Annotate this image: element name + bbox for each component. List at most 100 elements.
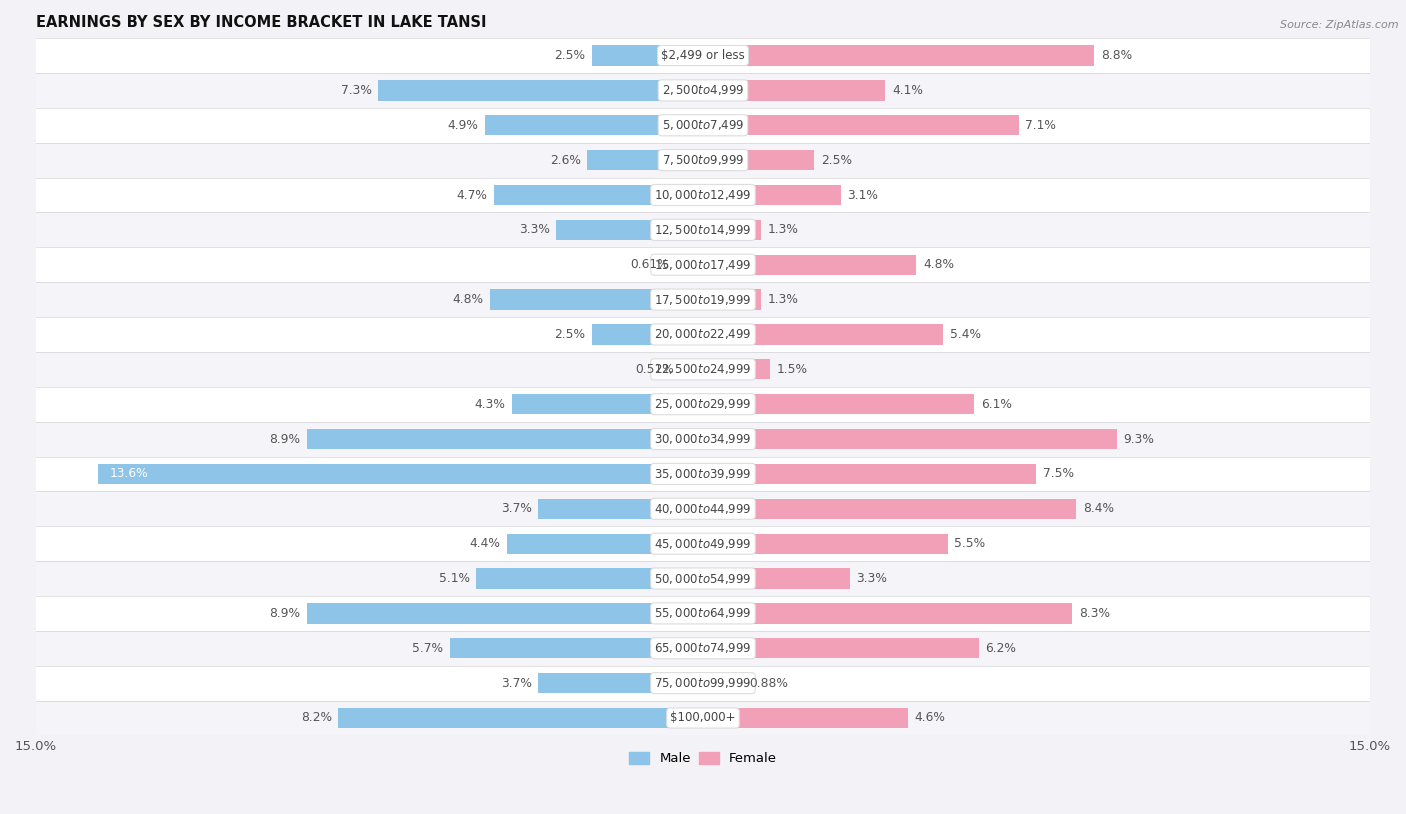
Bar <box>703 220 761 240</box>
Text: $100,000+: $100,000+ <box>671 711 735 724</box>
Bar <box>703 324 943 344</box>
Text: 0.61%: 0.61% <box>630 258 669 271</box>
Bar <box>703 673 742 694</box>
Text: $10,000 to $12,499: $10,000 to $12,499 <box>654 188 752 202</box>
Text: $40,000 to $44,999: $40,000 to $44,999 <box>654 501 752 516</box>
Bar <box>37 142 1369 177</box>
Bar <box>308 603 703 624</box>
Text: 4.8%: 4.8% <box>924 258 955 271</box>
Text: 7.5%: 7.5% <box>1043 467 1074 480</box>
Bar <box>37 38 1369 73</box>
Bar <box>703 638 979 659</box>
Text: 8.9%: 8.9% <box>270 432 301 445</box>
Bar <box>37 561 1369 596</box>
Bar <box>489 290 703 309</box>
Text: 7.3%: 7.3% <box>340 84 371 97</box>
Text: Source: ZipAtlas.com: Source: ZipAtlas.com <box>1281 20 1399 30</box>
Text: 3.7%: 3.7% <box>501 676 531 689</box>
Bar <box>485 115 703 135</box>
Bar <box>37 422 1369 457</box>
Bar <box>450 638 703 659</box>
Text: 5.4%: 5.4% <box>950 328 981 341</box>
Text: 5.5%: 5.5% <box>955 537 986 550</box>
Text: 1.3%: 1.3% <box>768 223 799 236</box>
Text: $7,500 to $9,999: $7,500 to $9,999 <box>662 153 744 167</box>
Bar <box>477 568 703 589</box>
Text: 7.1%: 7.1% <box>1025 119 1056 132</box>
Bar <box>37 666 1369 701</box>
Text: $45,000 to $49,999: $45,000 to $49,999 <box>654 536 752 550</box>
Text: 4.3%: 4.3% <box>474 398 505 411</box>
Bar <box>37 387 1369 422</box>
Text: 0.51%: 0.51% <box>636 363 673 376</box>
Bar <box>592 46 703 66</box>
Bar <box>37 457 1369 492</box>
Bar <box>37 526 1369 561</box>
Text: $22,500 to $24,999: $22,500 to $24,999 <box>654 362 752 376</box>
Bar <box>703 359 769 379</box>
Bar <box>557 220 703 240</box>
Bar <box>703 603 1071 624</box>
Text: 1.3%: 1.3% <box>768 293 799 306</box>
Bar <box>37 701 1369 735</box>
Bar <box>508 533 703 554</box>
Text: 4.7%: 4.7% <box>457 189 488 202</box>
Text: $25,000 to $29,999: $25,000 to $29,999 <box>654 397 752 411</box>
Bar <box>37 212 1369 247</box>
Text: 4.8%: 4.8% <box>451 293 482 306</box>
Bar <box>703 464 1036 484</box>
Bar <box>37 282 1369 317</box>
Text: 4.4%: 4.4% <box>470 537 501 550</box>
Bar <box>592 324 703 344</box>
Bar <box>37 73 1369 107</box>
Bar <box>703 533 948 554</box>
Bar <box>378 81 703 100</box>
Text: 3.1%: 3.1% <box>848 189 879 202</box>
Bar <box>37 247 1369 282</box>
Text: 5.7%: 5.7% <box>412 641 443 654</box>
Text: 8.3%: 8.3% <box>1078 607 1109 620</box>
Bar <box>703 185 841 205</box>
Bar <box>308 429 703 449</box>
Bar <box>681 359 703 379</box>
Text: 5.1%: 5.1% <box>439 572 470 585</box>
Text: 9.3%: 9.3% <box>1123 432 1154 445</box>
Bar <box>703 290 761 309</box>
Legend: Male, Female: Male, Female <box>624 746 782 771</box>
Text: 0.88%: 0.88% <box>749 676 787 689</box>
Bar <box>703 255 917 275</box>
Text: $20,000 to $22,499: $20,000 to $22,499 <box>654 327 752 341</box>
Bar <box>494 185 703 205</box>
Bar <box>676 255 703 275</box>
Text: $17,500 to $19,999: $17,500 to $19,999 <box>654 292 752 307</box>
Text: 3.7%: 3.7% <box>501 502 531 515</box>
Text: 8.9%: 8.9% <box>270 607 301 620</box>
Bar <box>703 568 849 589</box>
Text: 2.5%: 2.5% <box>554 328 585 341</box>
Bar <box>37 317 1369 352</box>
Text: 13.6%: 13.6% <box>110 467 148 480</box>
Bar <box>703 394 974 414</box>
Text: 2.5%: 2.5% <box>821 154 852 167</box>
Text: $2,499 or less: $2,499 or less <box>661 49 745 62</box>
Text: $35,000 to $39,999: $35,000 to $39,999 <box>654 467 752 481</box>
Text: $15,000 to $17,499: $15,000 to $17,499 <box>654 258 752 272</box>
Bar <box>37 631 1369 666</box>
Bar <box>703 708 907 728</box>
Bar <box>37 492 1369 526</box>
Bar <box>538 499 703 519</box>
Text: $5,000 to $7,499: $5,000 to $7,499 <box>662 118 744 133</box>
Text: 3.3%: 3.3% <box>519 223 550 236</box>
Bar <box>703 115 1019 135</box>
Bar <box>339 708 703 728</box>
Text: 8.4%: 8.4% <box>1083 502 1114 515</box>
Bar <box>538 673 703 694</box>
Bar <box>703 150 814 170</box>
Text: 1.5%: 1.5% <box>776 363 807 376</box>
Bar <box>703 429 1116 449</box>
Bar <box>703 46 1094 66</box>
Bar <box>37 107 1369 142</box>
Text: $50,000 to $54,999: $50,000 to $54,999 <box>654 571 752 585</box>
Text: 2.6%: 2.6% <box>550 154 581 167</box>
Bar <box>98 464 703 484</box>
